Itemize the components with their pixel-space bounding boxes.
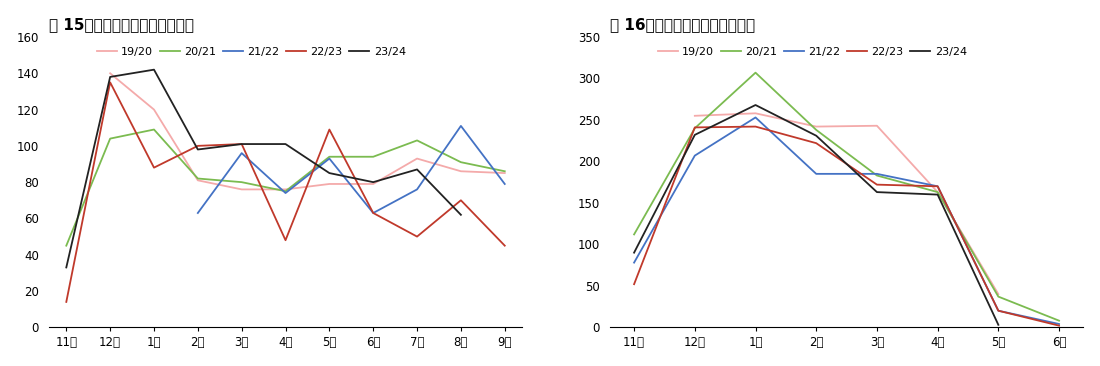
Legend: 19/20, 20/21, 21/22, 22/23, 23/24: 19/20, 20/21, 21/22, 22/23, 23/24 (653, 42, 971, 61)
Text: 图 16：全国月度产糖量（万吨）: 图 16：全国月度产糖量（万吨） (609, 17, 755, 32)
Text: 图 15：全国单月销糖量（万吨）: 图 15：全国单月销糖量（万吨） (48, 17, 194, 32)
Legend: 19/20, 20/21, 21/22, 22/23, 23/24: 19/20, 20/21, 21/22, 22/23, 23/24 (92, 42, 410, 61)
